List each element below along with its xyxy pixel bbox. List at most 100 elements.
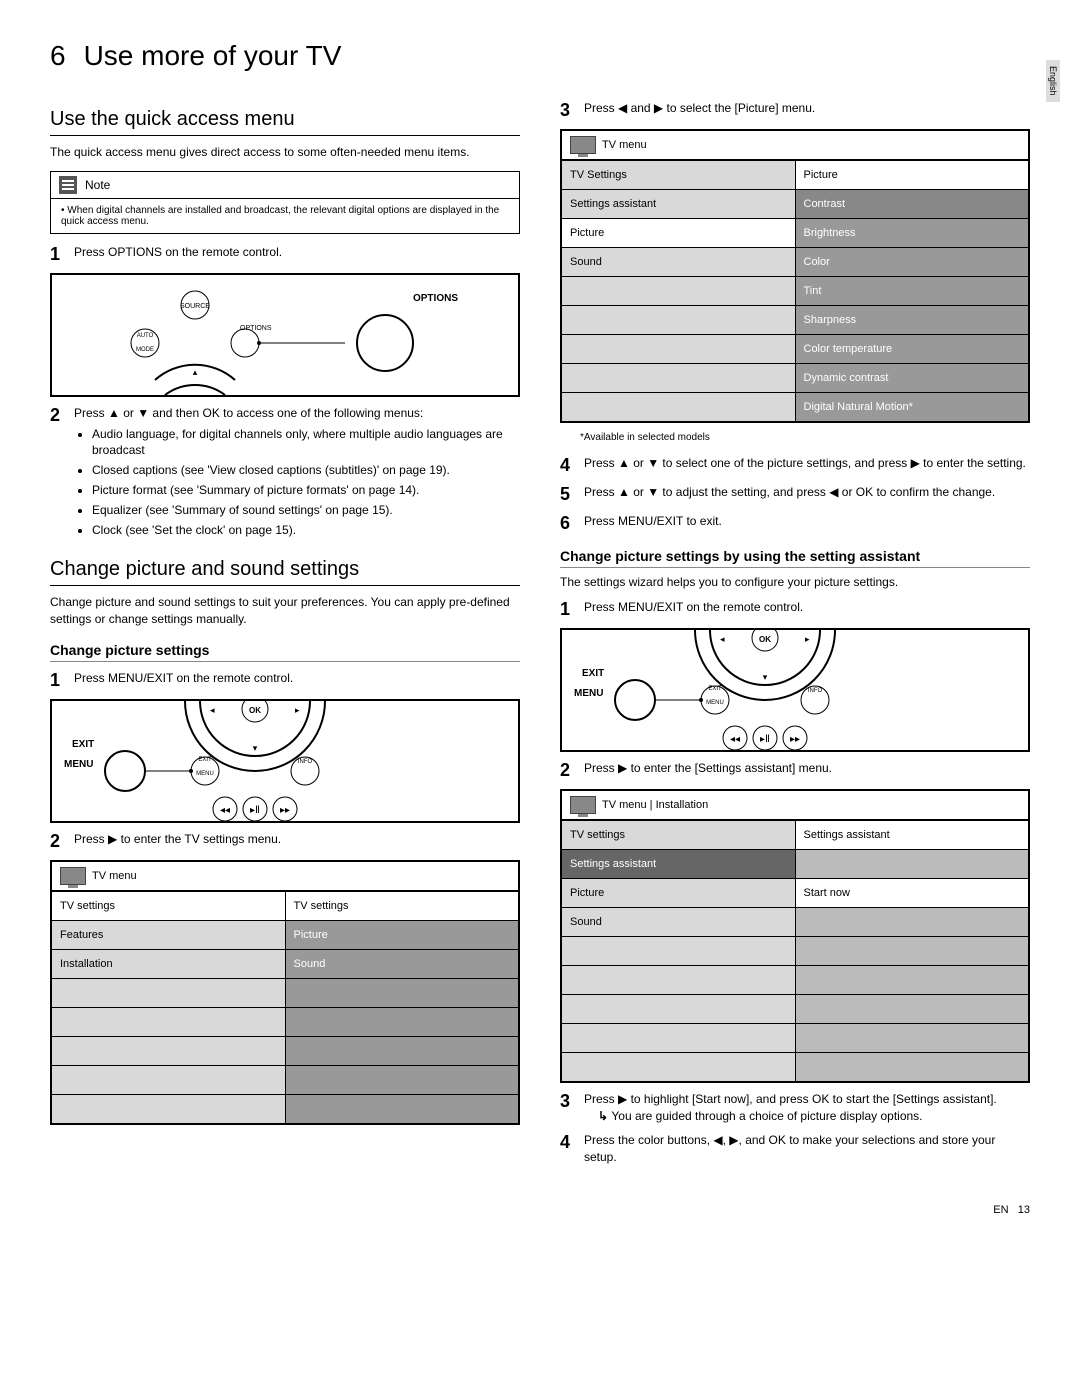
- step-text: Press ▲ or ▼ to adjust the setting, and …: [584, 484, 1030, 505]
- menu-cell-right: Contrast: [795, 190, 1029, 219]
- svg-text:OK: OK: [249, 706, 261, 715]
- svg-text:▾: ▾: [763, 672, 768, 682]
- bullet-item: Audio language, for digital channels onl…: [92, 426, 520, 460]
- menu-cell-right: Tint: [795, 277, 1029, 306]
- menu-cell-left: TV Settings: [561, 160, 795, 190]
- note-icon: [59, 176, 77, 194]
- chapter-title: 6 Use more of your TV: [50, 40, 1030, 72]
- note-body: • When digital channels are installed an…: [51, 199, 519, 233]
- step-text: Press MENU/EXIT on the remote control.: [584, 599, 1030, 620]
- menu-cell-left: [561, 994, 795, 1023]
- footer-lang: EN: [993, 1204, 1008, 1216]
- subsection-setting-assistant: Change picture settings by using the set…: [560, 548, 1030, 568]
- menu-cell-left: [561, 1052, 795, 1082]
- menu-cell-right: [285, 978, 519, 1007]
- left-column: Use the quick access menu The quick acce…: [50, 92, 520, 1174]
- step-text: Press the color buttons, ◀, ▶, and OK to…: [584, 1132, 1030, 1166]
- svg-text:▸▸: ▸▸: [790, 734, 800, 745]
- svg-text:MENU: MENU: [196, 771, 214, 777]
- step-text: Press ▲ or ▼ to select one of the pictur…: [584, 455, 1030, 476]
- settings-assistant-menu-table: TV menu | InstallationTV settingsSetting…: [560, 789, 1030, 1083]
- menu-cell-left: Settings assistant: [561, 190, 795, 219]
- svg-text:▸Ⅱ: ▸Ⅱ: [250, 805, 260, 816]
- section-picture-sound: Change picture and sound settings: [50, 558, 520, 586]
- menu-cell-left: Installation: [51, 949, 285, 978]
- svg-text:▸Ⅱ: ▸Ⅱ: [760, 734, 770, 745]
- exit-label: EXIT: [582, 668, 604, 679]
- menu-cell-right: [285, 1036, 519, 1065]
- menu-cell-right: [795, 1023, 1029, 1052]
- menu-cell-left: [561, 335, 795, 364]
- menu-cell-left: [51, 1036, 285, 1065]
- menu-label: MENU: [574, 688, 603, 699]
- footnote: *Available in selected models: [580, 431, 1030, 445]
- menu-cell-left: [561, 1023, 795, 1052]
- svg-text:AUTO: AUTO: [137, 333, 154, 339]
- menu-bullets: Audio language, for digital channels onl…: [74, 426, 520, 539]
- picture-sound-intro: Change picture and sound settings to sui…: [50, 594, 520, 628]
- svg-text:▸: ▸: [295, 705, 300, 715]
- menu-cell-right: Color: [795, 248, 1029, 277]
- bullet-item: Clock (see 'Set the clock' on page 15).: [92, 522, 520, 539]
- step-num: 1: [560, 599, 574, 620]
- footer-page: 13: [1018, 1204, 1030, 1216]
- menu-cell-right: Start now: [795, 878, 1029, 907]
- menu-cell-right: Brightness: [795, 219, 1029, 248]
- svg-text:OK: OK: [759, 635, 771, 644]
- step-text: Press MENU/EXIT to exit.: [584, 513, 1030, 534]
- step-num: 1: [50, 244, 64, 265]
- svg-text:▴: ▴: [193, 367, 198, 377]
- sub-step: You are guided through a choice of pictu…: [598, 1108, 1030, 1125]
- bullet-item: Picture format (see 'Summary of picture …: [92, 482, 520, 499]
- bullet-item: Closed captions (see 'View closed captio…: [92, 462, 520, 479]
- quick-access-intro: The quick access menu gives direct acces…: [50, 144, 520, 161]
- menu-cell-left: [561, 393, 795, 423]
- menu-cell-right: [795, 907, 1029, 936]
- remote-menu-diagram: OK ◂▸ ▾ EXITMENU INFO ◂◂ ▸Ⅱ ▸▸ EXIT MENU: [50, 699, 520, 823]
- svg-text:◂◂: ◂◂: [730, 734, 740, 745]
- step-num: 3: [560, 100, 574, 121]
- step-text: Press ▲ or ▼ and then OK to access one o…: [74, 406, 423, 420]
- note-title: Note: [85, 178, 110, 192]
- options-label: OPTIONS: [413, 293, 458, 304]
- step-num: 6: [560, 513, 574, 534]
- menu-cell-right: Settings assistant: [795, 820, 1029, 850]
- chapter-number: 6: [50, 40, 66, 72]
- step-text: Press ▶ to enter the TV settings menu.: [74, 831, 520, 852]
- breadcrumb-cell: TV menu | Installation: [561, 790, 1029, 820]
- menu-cell-right: [285, 1094, 519, 1124]
- svg-text:INFO: INFO: [808, 688, 823, 694]
- menu-cell-right: Picture: [285, 920, 519, 949]
- bullet-item: Equalizer (see 'Summary of sound setting…: [92, 502, 520, 519]
- svg-text:OPTIONS: OPTIONS: [240, 325, 272, 332]
- language-tab: English: [1046, 60, 1060, 102]
- menu-cell-right: Picture: [795, 160, 1029, 190]
- menu-cell-right: TV settings: [285, 891, 519, 921]
- step-num: 5: [560, 484, 574, 505]
- picture-menu-table: TV menuTV SettingsPictureSettings assist…: [560, 129, 1030, 423]
- menu-cell-left: [51, 1007, 285, 1036]
- section-quick-access: Use the quick access menu: [50, 108, 520, 136]
- menu-cell-left: Features: [51, 920, 285, 949]
- step-text: Press MENU/EXIT on the remote control.: [74, 670, 520, 691]
- menu-cell-left: Picture: [561, 878, 795, 907]
- menu-cell-left: [561, 306, 795, 335]
- menu-cell-left: Picture: [561, 219, 795, 248]
- menu-cell-right: [795, 849, 1029, 878]
- page-footer: EN 13: [50, 1204, 1030, 1216]
- subsection-change-picture: Change picture settings: [50, 642, 520, 662]
- menu-cell-left: TV settings: [51, 891, 285, 921]
- menu-cell-right: [795, 936, 1029, 965]
- menu-cell-right: Dynamic contrast: [795, 364, 1029, 393]
- remote-menu-diagram-2: OK ◂▸ ▾ EXITMENU INFO ◂◂ ▸Ⅱ ▸▸ EXIT MENU: [560, 628, 1030, 752]
- step-num: 1: [50, 670, 64, 691]
- svg-text:▸▸: ▸▸: [280, 805, 290, 816]
- menu-cell-right: Sharpness: [795, 306, 1029, 335]
- menu-cell-left: Sound: [561, 907, 795, 936]
- svg-text:MODE: MODE: [136, 347, 154, 353]
- menu-cell-left: [51, 1094, 285, 1124]
- svg-text:▸: ▸: [805, 634, 810, 644]
- step-num: 2: [560, 760, 574, 781]
- breadcrumb-cell: TV menu: [51, 861, 519, 891]
- menu-cell-left: [561, 277, 795, 306]
